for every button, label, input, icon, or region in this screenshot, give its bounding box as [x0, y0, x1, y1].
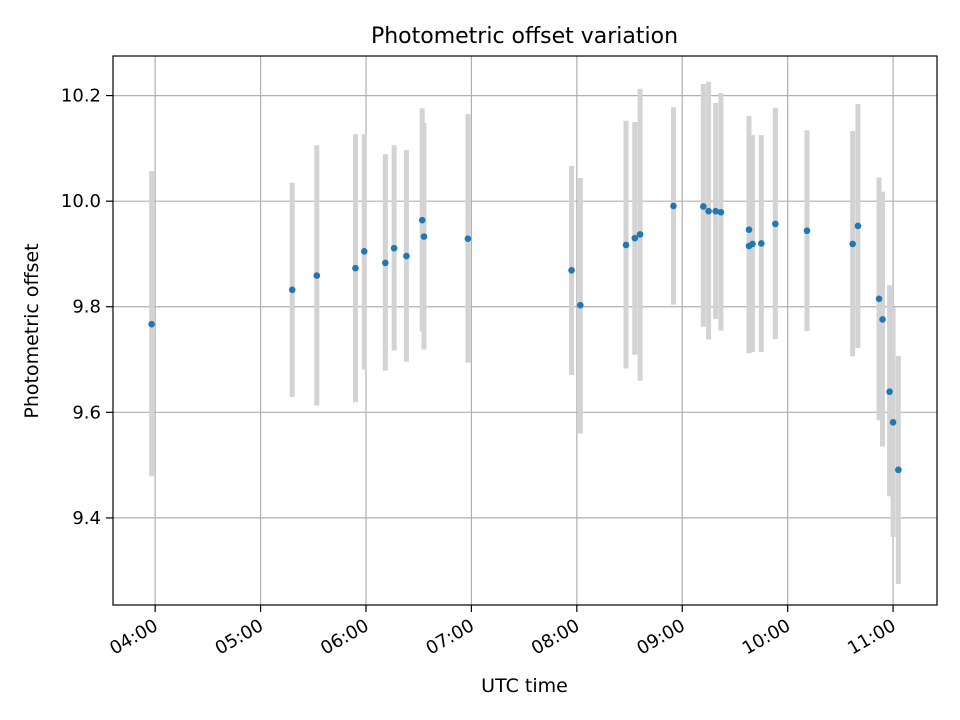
y-axis-label: Photometric offset — [21, 243, 43, 418]
data-point — [577, 301, 584, 309]
data-point — [717, 208, 725, 216]
data-point — [631, 234, 639, 242]
y-tick-label: 9.6 — [72, 402, 101, 423]
data-point — [712, 207, 719, 215]
data-point — [749, 240, 756, 248]
data-point — [849, 240, 856, 248]
data-point — [745, 226, 753, 233]
data-point — [803, 227, 811, 235]
y-tick-label: 9.8 — [72, 297, 101, 318]
data-point — [420, 233, 428, 240]
chart-title: Photometric offset variation — [371, 24, 678, 49]
data-point — [360, 248, 368, 255]
y-tick-label: 10.2 — [61, 86, 101, 107]
data-point — [705, 207, 712, 215]
data-point — [352, 264, 359, 272]
data-point — [875, 295, 883, 303]
data-point — [700, 203, 707, 210]
data-point — [382, 259, 389, 267]
grid-layer — [113, 56, 937, 605]
data-point — [148, 320, 155, 328]
data-point — [895, 466, 902, 474]
y-tick-label: 10.0 — [61, 191, 101, 212]
data-point — [772, 220, 779, 228]
data-point — [568, 267, 575, 274]
point-layer — [148, 202, 902, 474]
data-point — [636, 231, 644, 238]
data-point — [418, 216, 426, 224]
data-point — [879, 316, 886, 323]
data-point — [313, 272, 321, 279]
y-tick-label: 9.4 — [72, 508, 101, 529]
data-point — [390, 244, 398, 252]
x-axis-label: UTC time — [481, 675, 568, 697]
data-point — [854, 222, 862, 230]
data-point — [886, 388, 893, 396]
data-point — [622, 241, 630, 249]
data-point — [758, 240, 765, 247]
plot-frame — [112, 55, 938, 606]
data-point — [670, 202, 677, 210]
data-point — [889, 419, 897, 426]
data-point — [288, 286, 296, 294]
data-point — [403, 252, 410, 260]
data-point — [464, 235, 472, 242]
